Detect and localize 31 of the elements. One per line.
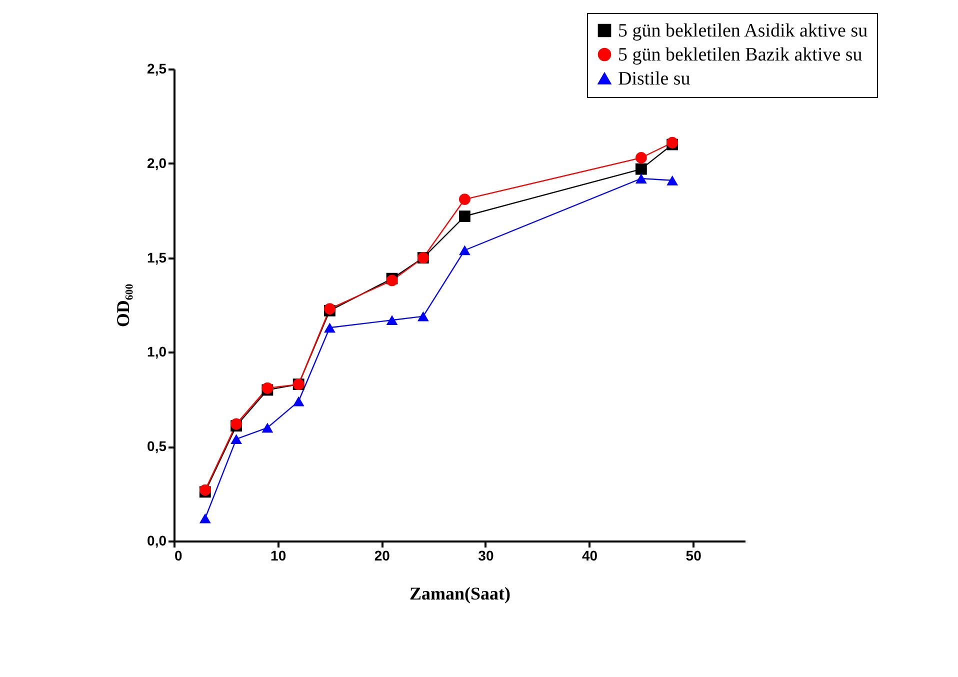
point: [458, 245, 470, 256]
y-tick-label: 2,0: [147, 154, 167, 171]
point: [417, 311, 429, 322]
point: [324, 322, 336, 333]
point: [635, 163, 647, 175]
legend-label: Distile su: [618, 68, 691, 90]
y-axis-title: OD₆₀₀: [113, 284, 134, 328]
point: [458, 194, 470, 205]
point: [458, 210, 470, 222]
point: [386, 315, 398, 326]
point: [262, 422, 274, 433]
y-tick-label: 1,5: [147, 249, 167, 266]
x-tick-label: 20: [374, 548, 390, 564]
x-tick-label: 0: [174, 548, 182, 564]
x-tick-label: 10: [270, 548, 286, 564]
legend-label: 5 gün bekletilen Bazik aktive su: [618, 44, 863, 66]
point: [666, 175, 678, 186]
point: [230, 434, 242, 444]
x-axis-title: Zaman(Saat): [409, 584, 511, 604]
point: [292, 396, 304, 406]
x-tick-label: 40: [582, 548, 598, 564]
point: [199, 513, 211, 524]
point: [635, 174, 647, 184]
y-tick-label: 0,5: [147, 438, 167, 454]
y-tick-label: 0,0: [147, 532, 167, 548]
y-tick-label: 2,5: [147, 60, 167, 76]
y-tick-label: 1,0: [147, 344, 167, 360]
x-tick-label: 30: [478, 548, 494, 564]
legend-label: 5 gün bekletilen Asidik aktive su: [618, 20, 868, 42]
x-tick-label: 50: [686, 548, 702, 564]
point: [635, 152, 647, 164]
